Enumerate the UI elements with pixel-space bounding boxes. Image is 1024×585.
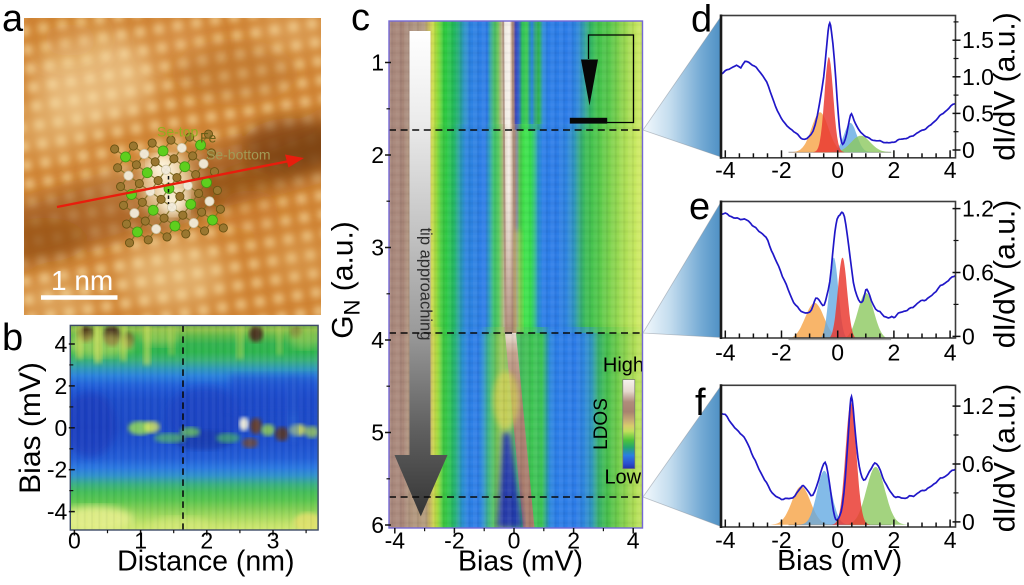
svg-text:0.6: 0.6 [962,260,994,286]
svg-text:0.5: 0.5 [962,100,994,126]
svg-text:2: 2 [371,142,384,168]
svg-text:Bias (mV): Bias (mV) [14,362,47,494]
svg-text:6: 6 [371,512,384,538]
svg-text:-2: -2 [47,457,67,483]
svg-text:1: 1 [371,50,384,76]
svg-text:4: 4 [371,327,384,353]
svg-text:4: 4 [944,157,957,183]
svg-text:Distance (nm): Distance (nm) [117,546,294,578]
svg-text:Fe: Fe [200,130,217,146]
svg-text:1 nm: 1 nm [51,265,113,296]
svg-text:f: f [695,382,706,424]
svg-text:-2: -2 [771,527,791,553]
svg-text:0: 0 [55,415,68,441]
svg-text:1.5: 1.5 [962,27,994,53]
svg-text:Se-bottom: Se-bottom [206,147,271,163]
svg-text:0: 0 [508,528,521,554]
svg-text:0: 0 [831,527,844,553]
svg-text:2: 2 [55,373,68,399]
svg-text:-4: -4 [47,499,68,525]
svg-text:-2: -2 [771,157,791,183]
svg-text:1: 1 [134,528,147,554]
svg-text:Bias (mV): Bias (mV) [458,546,583,578]
svg-text:-4: -4 [385,528,406,554]
svg-text:Bias (mV): Bias (mV) [777,545,902,577]
svg-text:4: 4 [55,331,68,357]
svg-text:1.2: 1.2 [962,393,994,419]
svg-text:0: 0 [831,157,844,183]
svg-text:0.6: 0.6 [962,451,994,477]
svg-text:GN (a.u.): GN (a.u.) [327,221,365,339]
svg-text:0: 0 [68,528,81,554]
svg-text:c: c [351,0,370,39]
svg-text:0: 0 [962,509,975,535]
svg-text:3: 3 [267,528,280,554]
svg-text:0: 0 [831,340,844,366]
svg-text:1.0: 1.0 [962,64,994,90]
svg-text:-4: -4 [715,527,736,553]
svg-text:4: 4 [627,528,640,554]
svg-text:-2: -2 [444,528,464,554]
svg-text:-4: -4 [715,157,736,183]
svg-text:dI/dV (a.u.): dI/dV (a.u.) [989,384,1022,532]
svg-text:d: d [691,0,712,41]
svg-text:4: 4 [944,340,957,366]
svg-text:High: High [603,355,644,377]
svg-text:e: e [689,186,710,228]
svg-text:tip approaching: tip approaching [417,228,435,341]
svg-text:3: 3 [371,235,384,261]
svg-text:2: 2 [888,527,901,553]
svg-text:dI/dV (a.u.): dI/dV (a.u.) [989,200,1022,348]
svg-text:-2: -2 [771,340,791,366]
svg-text:4: 4 [944,527,957,553]
svg-text:1.2: 1.2 [962,196,994,222]
svg-text:5: 5 [371,420,384,446]
svg-text:Low: Low [604,467,641,489]
svg-text:2: 2 [200,528,213,554]
svg-text:2: 2 [567,528,580,554]
svg-text:b: b [2,317,23,359]
svg-text:LDOS: LDOS [591,398,612,450]
svg-text:-4: -4 [715,340,736,366]
svg-text:2: 2 [888,157,901,183]
svg-text:0: 0 [962,323,975,349]
svg-text:Se-top: Se-top [157,124,198,140]
svg-text:dI/dV (a.u.): dI/dV (a.u.) [989,12,1022,160]
svg-text:2: 2 [888,340,901,366]
svg-text:a: a [2,0,24,40]
svg-text:0: 0 [962,137,975,163]
